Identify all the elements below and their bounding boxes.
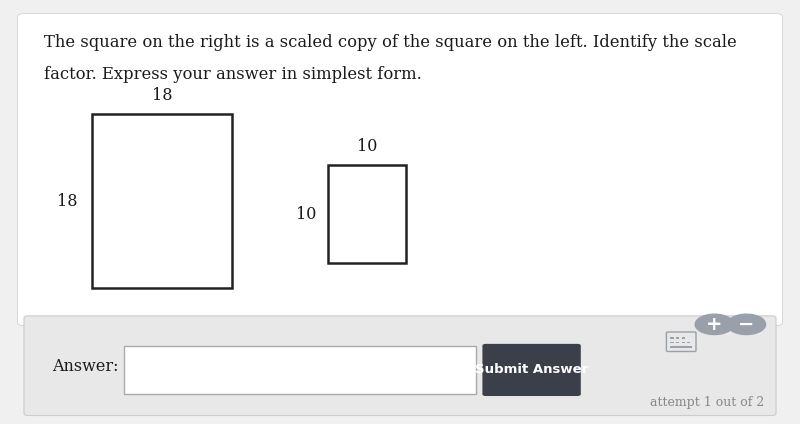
Bar — [687, 342, 690, 343]
Text: Submit Answer: Submit Answer — [475, 363, 588, 377]
Text: attempt 1 out of 2: attempt 1 out of 2 — [650, 396, 764, 409]
FancyBboxPatch shape — [24, 316, 776, 416]
FancyBboxPatch shape — [666, 332, 696, 351]
Bar — [682, 346, 685, 348]
Text: 18: 18 — [57, 193, 78, 210]
FancyBboxPatch shape — [18, 14, 782, 326]
Bar — [682, 342, 685, 343]
Text: −: − — [738, 315, 754, 334]
Bar — [670, 342, 674, 343]
FancyBboxPatch shape — [482, 344, 581, 396]
Text: 10: 10 — [296, 206, 316, 223]
Bar — [676, 342, 679, 343]
Text: 18: 18 — [152, 87, 172, 104]
Text: factor. Express your answer in simplest form.: factor. Express your answer in simplest … — [44, 66, 422, 83]
Bar — [328, 165, 406, 263]
Text: Answer:: Answer: — [52, 358, 118, 375]
Circle shape — [727, 314, 766, 335]
Bar — [687, 346, 690, 348]
Bar — [670, 346, 692, 348]
Bar — [92, 114, 232, 288]
Text: +: + — [706, 315, 722, 334]
Bar — [676, 337, 679, 339]
Text: The square on the right is a scaled copy of the square on the left. Identify the: The square on the right is a scaled copy… — [44, 34, 737, 51]
Text: 10: 10 — [357, 138, 377, 155]
Bar — [670, 337, 674, 339]
Bar — [124, 346, 476, 394]
Bar — [670, 346, 674, 348]
Bar — [676, 346, 679, 348]
Circle shape — [695, 314, 734, 335]
Bar — [682, 337, 685, 339]
